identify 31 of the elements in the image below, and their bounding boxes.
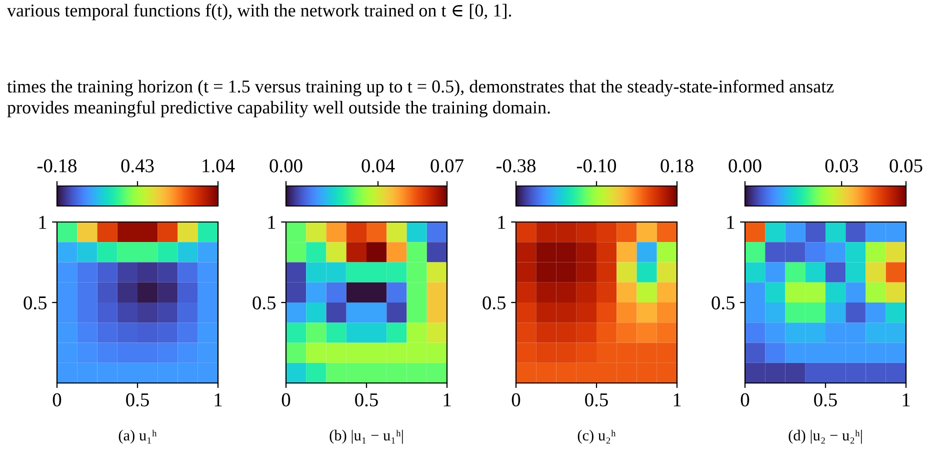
- color-bar-label: -0.10: [576, 159, 616, 172]
- x-tick-label: 0.5: [814, 393, 837, 406]
- text: various temporal functions f(t), with the network trained on t ∈ [0, 1].: [7, 4, 512, 20]
- color-bar-label: 0.18: [660, 159, 694, 172]
- x-axis-title: (c) u₂ʰ: [578, 430, 616, 444]
- text: times the training horizon (t = 1.5 versus training up to t = 0.5), demonstrates that the steady-state-informed ansatz: [7, 80, 834, 96]
- x-tick-label: 0.5: [585, 393, 608, 406]
- color-bar-label: 0.05: [890, 159, 922, 172]
- x-axis-title: (d) |u₂ − u₂ʰ|: [788, 430, 862, 444]
- color-bar-label: 1.04: [202, 159, 235, 172]
- color-bar-label: 0.00: [270, 159, 302, 172]
- x-tick-label: 0: [740, 393, 750, 406]
- color-bar-label: 0.03: [825, 159, 858, 172]
- color-bar-label: 0.04: [362, 159, 395, 172]
- x-tick-label: 1: [674, 393, 681, 406]
- color-bar-label: 0.00: [728, 159, 762, 172]
- x-axis-title: (b) |u₁ − u₁ʰ|: [330, 430, 403, 444]
- color-bar-label: 0.43: [121, 159, 154, 172]
- x-tick-label: 1: [444, 393, 451, 406]
- text: provides meaningful predictive capability well outside the training domain.: [7, 100, 550, 118]
- color-bar-label: -0.18: [37, 159, 77, 172]
- color-bar-label: -0.38: [496, 159, 536, 172]
- x-tick-label: 0: [282, 393, 290, 406]
- x-axis-title: (a) u₁ʰ: [118, 430, 157, 444]
- x-tick-label: 0.5: [355, 393, 378, 406]
- color-bar-label: 0.07: [430, 159, 464, 172]
- x-tick-label: 1: [214, 393, 222, 406]
- x-tick-label: 1: [902, 393, 910, 406]
- x-tick-label: 0.5: [126, 393, 149, 406]
- x-tick-label: 0: [52, 393, 62, 406]
- x-tick-label: 0: [512, 393, 520, 406]
